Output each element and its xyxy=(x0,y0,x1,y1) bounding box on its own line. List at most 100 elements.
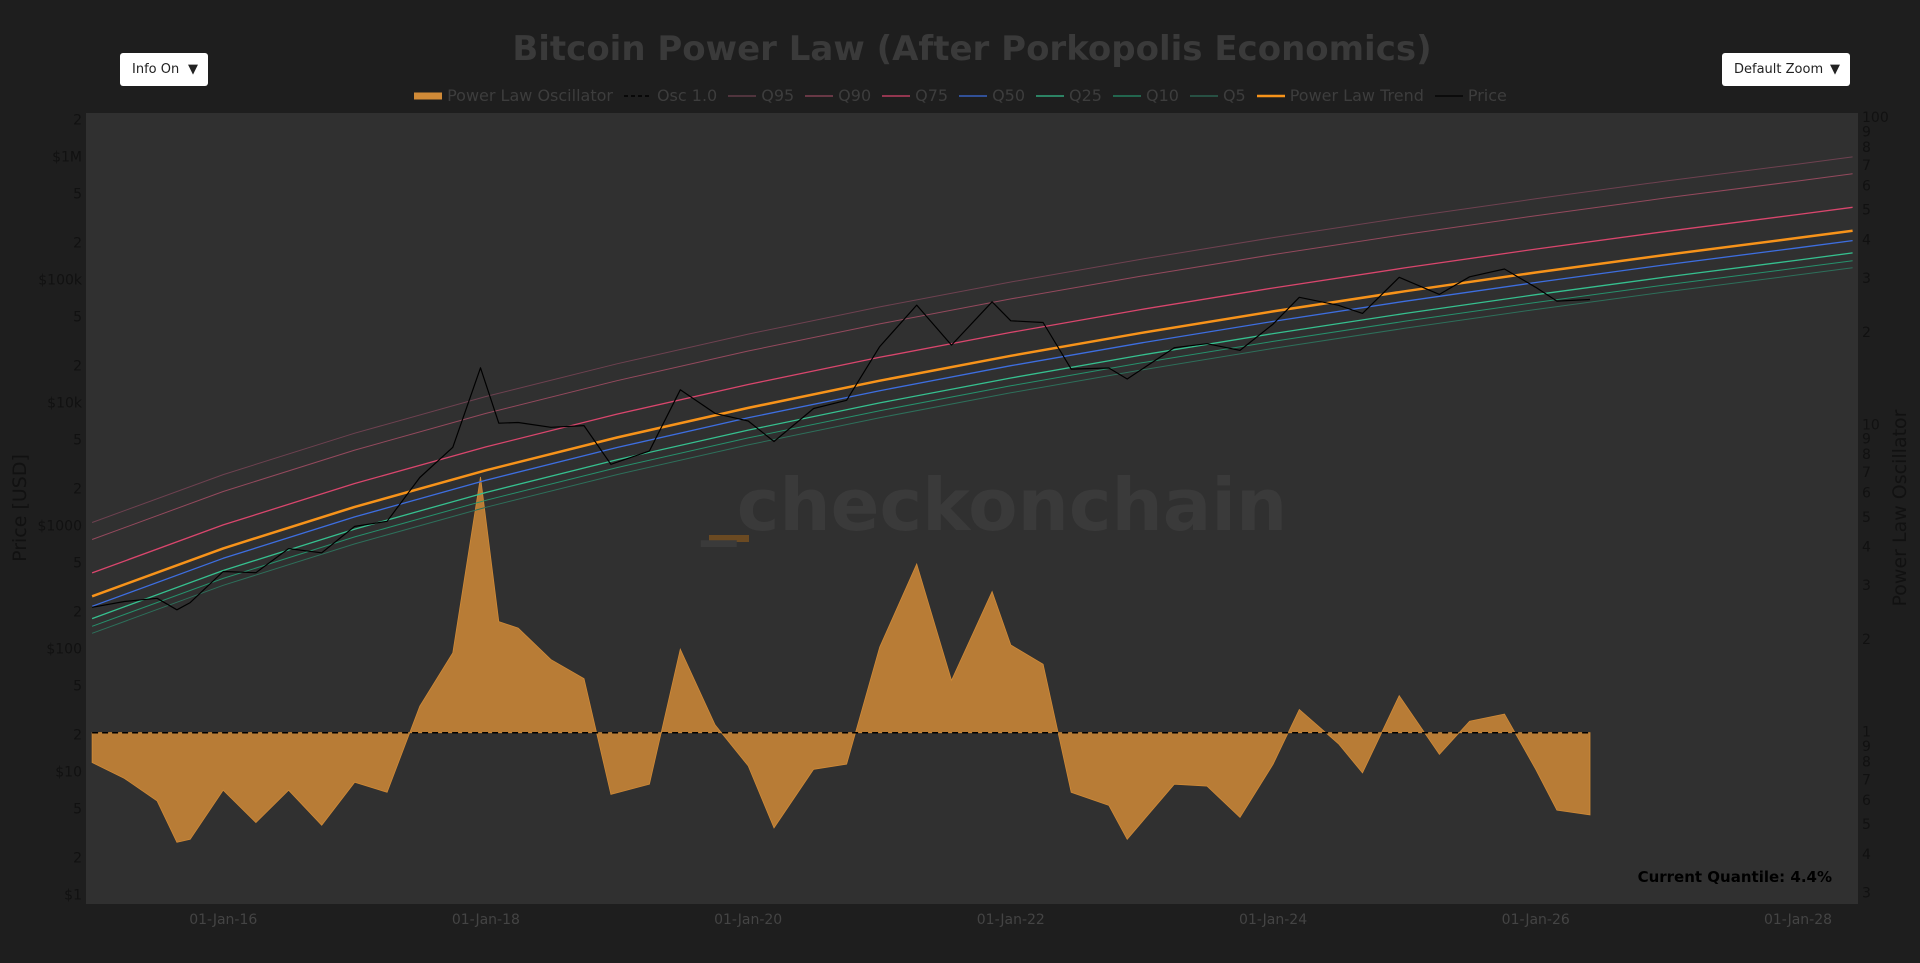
y2-tick-label: 6 xyxy=(1862,486,1871,502)
x-tick-label: 01-Jan-20 xyxy=(714,912,782,928)
legend-label: Q95 xyxy=(761,86,795,105)
y-tick-label: 5 xyxy=(73,309,82,325)
legend-item[interactable]: Q75 xyxy=(881,86,948,105)
y-tick-label: 2 xyxy=(73,112,82,128)
y-tick-label: 5 xyxy=(73,187,82,203)
y-tick-label: 2 xyxy=(73,604,82,620)
series-line xyxy=(91,260,1853,627)
legend-label: Q25 xyxy=(1069,86,1102,105)
legend-swatch xyxy=(623,94,652,97)
legend-label: Q75 xyxy=(915,86,949,105)
y2-tick-label: 8 xyxy=(1862,140,1871,156)
chart-title: Bitcoin Power Law (After Porkopolis Econ… xyxy=(512,29,1431,69)
zoom-dropdown[interactable]: Default Zoom ▼ xyxy=(1722,53,1850,86)
y2-tick-label: 4 xyxy=(1862,540,1871,556)
legend-label: Power Law Trend xyxy=(1289,86,1424,105)
legend-item[interactable]: Q10 xyxy=(1112,86,1179,105)
legend-label: Q10 xyxy=(1145,86,1179,105)
series-line xyxy=(91,206,1853,574)
legend-item[interactable]: Power Law Oscillator xyxy=(413,86,613,105)
y-tick-label: 5 xyxy=(73,801,82,817)
y-tick-label: 5 xyxy=(73,555,82,571)
y-tick-label: 2 xyxy=(73,235,82,251)
legend-item[interactable]: Q50 xyxy=(958,86,1025,105)
series-line xyxy=(91,229,1853,598)
y2-tick-label: 7 xyxy=(1862,465,1871,481)
dropdown-label: Default Zoom xyxy=(1734,62,1824,77)
y2-tick-label: 6 xyxy=(1862,178,1871,194)
legend-item[interactable]: Q90 xyxy=(804,86,871,105)
legend: Power Law Oscillator Osc 1.0 Q95 Q90 Q75 Q50 Q… xyxy=(0,86,1920,105)
x-tick-label: 01-Jan-22 xyxy=(977,912,1045,928)
legend-item[interactable]: Q95 xyxy=(727,86,794,105)
y2-tick-label: 5 xyxy=(1862,510,1871,526)
series-line xyxy=(91,267,1853,634)
y2-tick-label: 9 xyxy=(1862,432,1871,448)
y-axis-title: Price [USD] xyxy=(9,454,31,562)
y2-tick-label: 9 xyxy=(1862,124,1871,140)
y2-tick-label: 3 xyxy=(1862,271,1871,287)
series-line xyxy=(91,173,1853,540)
legend-item[interactable]: Power Law Trend xyxy=(1256,86,1424,105)
dropdown-arrow: ▼ xyxy=(188,62,198,77)
series-line xyxy=(91,156,1853,523)
y2-tick-label: 7 xyxy=(1862,158,1871,174)
y2-tick-label: 4 xyxy=(1862,847,1871,863)
legend-swatch xyxy=(959,94,988,97)
legend-item[interactable]: Price xyxy=(1434,86,1507,105)
legend-swatch xyxy=(805,94,834,97)
legend-swatch xyxy=(1256,94,1285,97)
legend-swatch xyxy=(882,94,911,97)
info-dropdown[interactable]: Info On ▼ xyxy=(120,53,208,86)
annotation: Current Quantile: 4.4% xyxy=(1638,868,1832,886)
y-tick-label: $10 xyxy=(55,764,82,780)
y-tick-label: $1 xyxy=(64,887,82,903)
dropdown-label: Info On xyxy=(132,62,180,77)
legend-swatch xyxy=(728,94,757,97)
y-tick-label: $100k xyxy=(38,272,83,288)
dropdown-arrow: ▼ xyxy=(1830,62,1840,77)
y2-tick-label: 10 xyxy=(1862,417,1880,433)
series-line xyxy=(91,268,1591,611)
y2-tick-label: 3 xyxy=(1862,578,1871,594)
x-tick-label: 01-Jan-28 xyxy=(1764,912,1832,928)
legend-item[interactable]: Q5 xyxy=(1189,86,1246,105)
y2-tick-label: 5 xyxy=(1862,817,1871,833)
legend-label: Q50 xyxy=(992,86,1026,105)
legend-swatch xyxy=(1434,94,1463,97)
legend-label: Q90 xyxy=(838,86,872,105)
legend-label: Price xyxy=(1467,86,1507,105)
y-tick-label: 2 xyxy=(73,358,82,374)
x-tick-label: 01-Jan-16 xyxy=(189,912,257,928)
x-tick-label: 01-Jan-24 xyxy=(1239,912,1307,928)
y2-tick-label: 8 xyxy=(1862,754,1871,770)
legend-swatch xyxy=(1036,94,1065,97)
legend-swatch xyxy=(1112,94,1141,97)
y2-tick-label: 2 xyxy=(1862,325,1871,341)
series-line xyxy=(91,252,1853,620)
legend-label: Osc 1.0 xyxy=(656,86,718,105)
y-tick-label: 2 xyxy=(73,850,82,866)
y2-tick-label: 7 xyxy=(1862,772,1871,788)
x-tick-label: 01-Jan-26 xyxy=(1502,912,1570,928)
series-layer xyxy=(91,156,1853,843)
y-tick-label: 2 xyxy=(73,727,82,743)
legend-swatch xyxy=(414,92,443,99)
legend-item[interactable]: Q25 xyxy=(1035,86,1102,105)
y2-tick-label: 9 xyxy=(1862,739,1871,755)
y2-tick-label: 8 xyxy=(1862,447,1871,463)
y2-tick-label: 1 xyxy=(1862,725,1871,741)
y2-axis-title: Power Law Oscillator xyxy=(1889,409,1911,606)
oscillator-area xyxy=(91,476,1591,843)
y-tick-label: $100 xyxy=(46,641,82,657)
y-tick-label: 5 xyxy=(73,678,82,694)
watermark-accent xyxy=(709,535,749,542)
y2-tick-label: 3 xyxy=(1862,885,1871,901)
y2-tick-label: 6 xyxy=(1862,793,1871,809)
legend-label: Q5 xyxy=(1222,86,1246,105)
legend-item[interactable]: Osc 1.0 xyxy=(623,86,717,105)
y-tick-label: $1000 xyxy=(37,518,82,534)
y2-tick-label: 5 xyxy=(1862,203,1871,219)
